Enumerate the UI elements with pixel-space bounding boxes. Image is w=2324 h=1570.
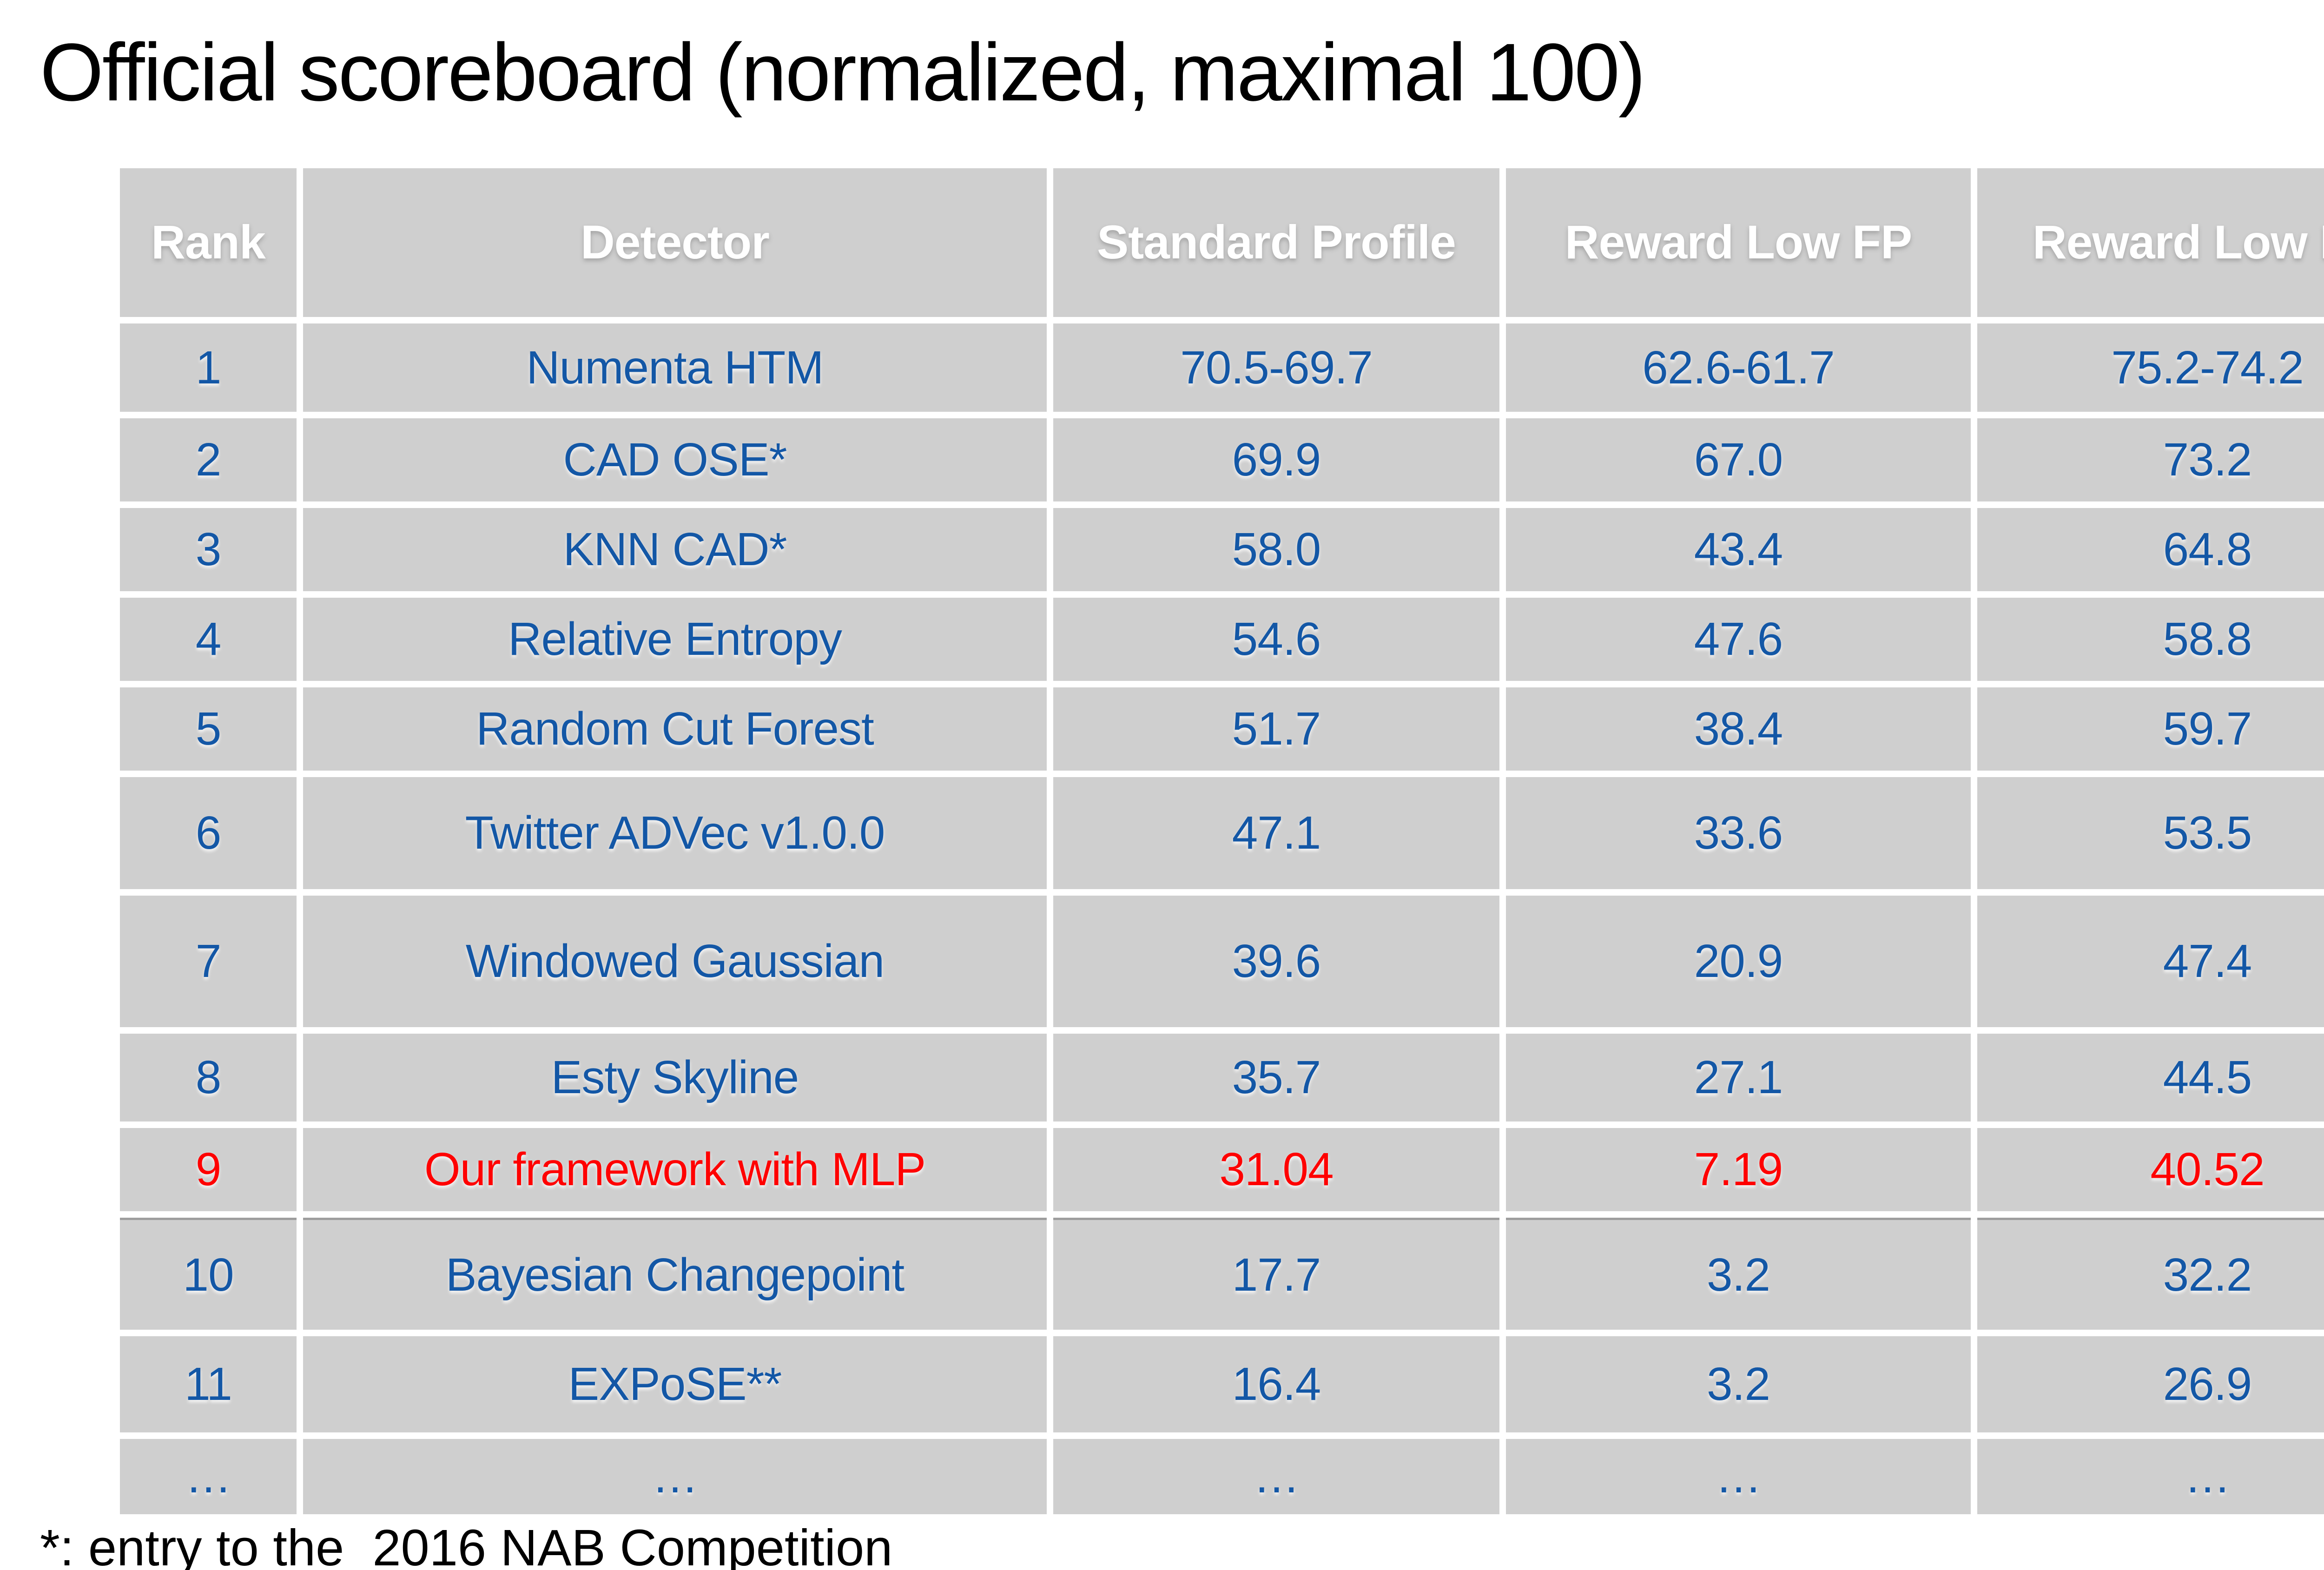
cell-detector: KNN CAD*	[303, 508, 1047, 591]
cell-rank: 5	[120, 687, 297, 771]
cell-reward-low-fp: 43.4	[1506, 508, 1971, 591]
cell-standard-profile: 47.1	[1053, 777, 1499, 889]
cell-rank: …	[120, 1439, 297, 1514]
cell-reward-low-fn: 75.2-74.2	[1977, 323, 2324, 412]
cell-reward-low-fn: 40.52	[1977, 1128, 2324, 1211]
cell-rank: 3	[120, 508, 297, 591]
cell-rank: 10	[120, 1218, 297, 1330]
cell-standard-profile: 16.4	[1053, 1336, 1499, 1432]
header-cell-reward-low-fp: Reward Low FP	[1506, 168, 1971, 317]
cell-detector: EXPoSE**	[303, 1336, 1047, 1432]
cell-detector: Relative Entropy	[303, 598, 1047, 681]
table-row: 1 Numenta HTM 70.5-69.7 62.6-61.7 75.2-7…	[120, 323, 2324, 412]
cell-reward-low-fp: 3.2	[1506, 1218, 1971, 1330]
table-row: 5 Random Cut Forest 51.7 38.4 59.7	[120, 687, 2324, 771]
cell-reward-low-fn: 47.4	[1977, 896, 2324, 1027]
cell-standard-profile: 58.0	[1053, 508, 1499, 591]
table-row: 7 Windowed Gaussian 39.6 20.9 47.4	[120, 896, 2324, 1027]
cell-reward-low-fn: 59.7	[1977, 687, 2324, 771]
table-row: 11 EXPoSE** 16.4 3.2 26.9	[120, 1336, 2324, 1432]
table-header-row: Rank Detector Standard Profile Reward Lo…	[120, 168, 2324, 317]
cell-rank: 4	[120, 598, 297, 681]
cell-standard-profile: 70.5-69.7	[1053, 323, 1499, 412]
table-row: 9 Our framework with MLP 31.04 7.19 40.5…	[120, 1128, 2324, 1211]
cell-reward-low-fn: 26.9	[1977, 1336, 2324, 1432]
cell-standard-profile: 17.7	[1053, 1218, 1499, 1330]
cell-reward-low-fp: 27.1	[1506, 1034, 1971, 1121]
footnote: *: entry to the 2016 NAB Competition	[40, 1519, 893, 1570]
cell-standard-profile: 35.7	[1053, 1034, 1499, 1121]
table-row: 8 Esty Skyline 35.7 27.1 44.5	[120, 1034, 2324, 1121]
cell-reward-low-fn: 64.8	[1977, 508, 2324, 591]
cell-rank: 11	[120, 1336, 297, 1432]
cell-detector: …	[303, 1439, 1047, 1514]
cell-detector: Twitter ADVec v1.0.0	[303, 777, 1047, 889]
header-cell-rank: Rank	[120, 168, 297, 317]
header-cell-standard-profile: Standard Profile	[1053, 168, 1499, 317]
cell-reward-low-fp: 20.9	[1506, 896, 1971, 1027]
cell-detector: Our framework with MLP	[303, 1128, 1047, 1211]
page-title: Official scoreboard (normalized, maximal…	[40, 27, 1646, 118]
cell-reward-low-fp: 62.6-61.7	[1506, 323, 1971, 412]
cell-rank: 2	[120, 418, 297, 501]
cell-rank: 6	[120, 777, 297, 889]
cell-detector: Esty Skyline	[303, 1034, 1047, 1121]
cell-detector: Bayesian Changepoint	[303, 1218, 1047, 1330]
table-row: 4 Relative Entropy 54.6 47.6 58.8	[120, 598, 2324, 681]
cell-reward-low-fn: 58.8	[1977, 598, 2324, 681]
cell-rank: 9	[120, 1128, 297, 1211]
header-cell-reward-low-fn: Reward Low FN	[1977, 168, 2324, 317]
cell-reward-low-fp: 38.4	[1506, 687, 1971, 771]
cell-reward-low-fn: …	[1977, 1439, 2324, 1514]
cell-detector: Random Cut Forest	[303, 687, 1047, 771]
cell-standard-profile: 31.04	[1053, 1128, 1499, 1211]
table-row: … … … … …	[120, 1439, 2324, 1514]
cell-standard-profile: 54.6	[1053, 598, 1499, 681]
cell-rank: 8	[120, 1034, 297, 1121]
cell-detector: Windowed Gaussian	[303, 896, 1047, 1027]
cell-standard-profile: 69.9	[1053, 418, 1499, 501]
cell-detector: CAD OSE*	[303, 418, 1047, 501]
table-row: 6 Twitter ADVec v1.0.0 47.1 33.6 53.5	[120, 777, 2324, 889]
cell-reward-low-fp: 3.2	[1506, 1336, 1971, 1432]
header-cell-detector: Detector	[303, 168, 1047, 317]
cell-standard-profile: 39.6	[1053, 896, 1499, 1027]
cell-rank: 7	[120, 896, 297, 1027]
cell-rank: 1	[120, 323, 297, 412]
cell-reward-low-fp: …	[1506, 1439, 1971, 1514]
cell-detector: Numenta HTM	[303, 323, 1047, 412]
table-row: 3 KNN CAD* 58.0 43.4 64.8	[120, 508, 2324, 591]
cell-reward-low-fp: 47.6	[1506, 598, 1971, 681]
cell-reward-low-fn: 44.5	[1977, 1034, 2324, 1121]
cell-reward-low-fp: 67.0	[1506, 418, 1971, 501]
cell-reward-low-fn: 32.2	[1977, 1218, 2324, 1330]
scoreboard-table: Rank Detector Standard Profile Reward Lo…	[120, 168, 2324, 1514]
table-row: 10 Bayesian Changepoint 17.7 3.2 32.2	[120, 1218, 2324, 1330]
table-row: 2 CAD OSE* 69.9 67.0 73.2	[120, 418, 2324, 501]
cell-standard-profile: 51.7	[1053, 687, 1499, 771]
cell-reward-low-fp: 7.19	[1506, 1128, 1971, 1211]
cell-reward-low-fn: 73.2	[1977, 418, 2324, 501]
cell-standard-profile: …	[1053, 1439, 1499, 1514]
cell-reward-low-fp: 33.6	[1506, 777, 1971, 889]
cell-reward-low-fn: 53.5	[1977, 777, 2324, 889]
